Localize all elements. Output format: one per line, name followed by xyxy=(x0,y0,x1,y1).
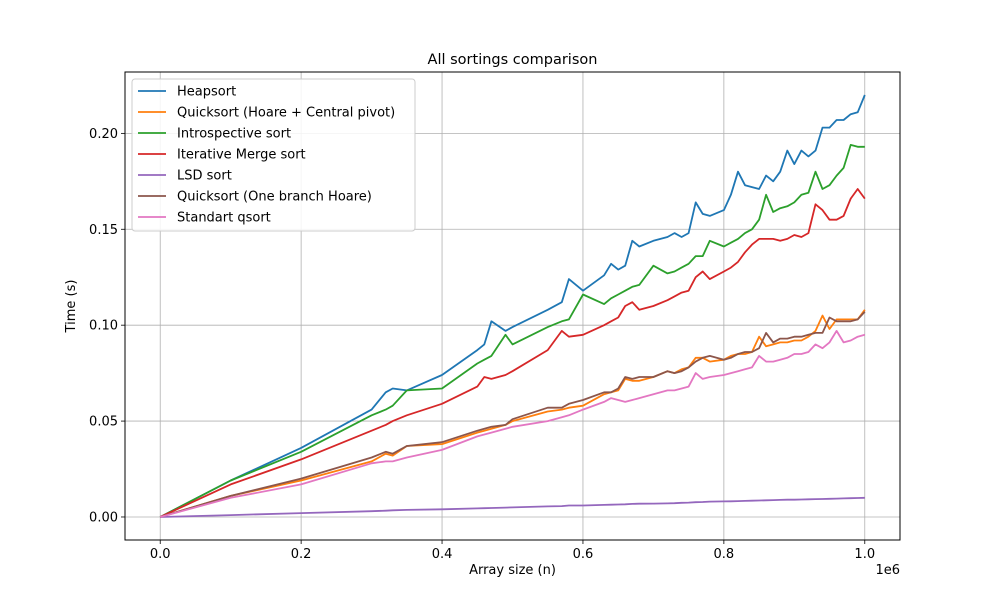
series-line-lsd-sort xyxy=(160,496,865,518)
legend-entry-label: Standart qsort xyxy=(177,211,271,226)
series-line-iterative-merge-sort xyxy=(159,188,866,518)
legend-entry-label: Introspective sort xyxy=(177,127,291,142)
x-tick-label: 1.0 xyxy=(854,547,875,562)
y-tick-label: 0.10 xyxy=(89,319,118,334)
y-axis-label: Time (s) xyxy=(64,280,79,334)
chart-title: All sortings comparison xyxy=(428,52,598,68)
y-tick-label: 0.00 xyxy=(89,510,118,525)
legend-entry-label: Quicksort (Hoare + Central pivot) xyxy=(177,106,395,121)
series-line-standart-qsort xyxy=(159,329,866,518)
y-tick-label: 0.15 xyxy=(89,223,118,238)
legend: Heapsort Quicksort (Hoare + Central pivot… xyxy=(131,78,416,232)
series-line-quicksort-one-branch-hoare xyxy=(159,311,866,518)
plot-frame xyxy=(124,71,901,541)
y-tick-label: 0.20 xyxy=(89,127,118,142)
series-line-heapsort xyxy=(159,94,866,518)
series-line-introspective-sort xyxy=(159,143,865,518)
x-tick-label: 0.4 xyxy=(432,547,453,562)
series-line-quicksort-hoare-central-pivot xyxy=(159,309,866,518)
x-tick-label: 0.6 xyxy=(573,547,594,562)
x-tick-label: 0.0 xyxy=(150,547,171,562)
legend-entry-label: Quicksort (One branch Hoare) xyxy=(177,190,372,205)
x-offset-label: 1e6 xyxy=(875,563,900,578)
legend-box xyxy=(131,78,416,232)
legend-entry-label: Heapsort xyxy=(177,85,236,100)
legend-entry-label: LSD sort xyxy=(177,169,232,184)
series-layer xyxy=(159,94,866,518)
y-tick-label: 0.05 xyxy=(89,415,118,430)
x-axis-label: Array size (n) xyxy=(469,563,556,578)
legend-entry-label: Iterative Merge sort xyxy=(177,148,306,163)
x-tick-label: 0.8 xyxy=(714,547,735,562)
ticks-layer: 0.0 0.2 0.4 0.6 0.8 1.0 0.00 0.05 0.10 0.15 0.20 xyxy=(89,127,875,562)
x-tick-label: 0.2 xyxy=(291,547,312,562)
